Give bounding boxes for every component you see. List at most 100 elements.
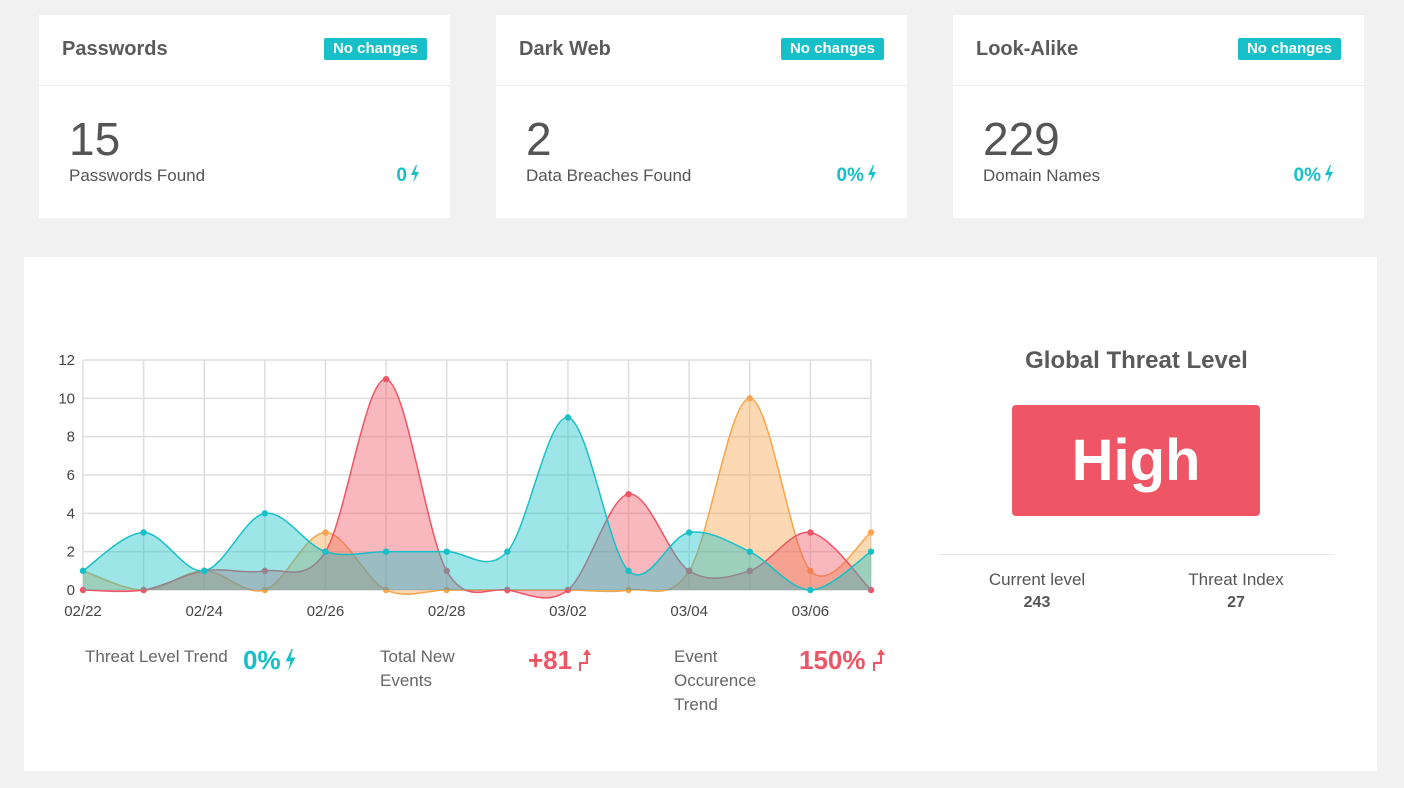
card-title: Dark Web <box>519 38 611 60</box>
data-point <box>261 586 269 594</box>
data-point <box>685 567 693 575</box>
data-point <box>867 586 875 594</box>
metric-label: Threat Index <box>1188 570 1284 589</box>
x-tick-label: 03/04 <box>670 603 708 620</box>
data-point <box>746 395 753 402</box>
y-tick-label: 4 <box>67 505 75 522</box>
status-badge: No changes <box>780 38 884 60</box>
x-tick-label: 03/06 <box>792 603 830 620</box>
delta-value: 0 <box>396 165 407 186</box>
card-header: Look-Alike No changes <box>953 15 1364 86</box>
card-title: Passwords <box>62 38 168 60</box>
card-header: Passwords No changes <box>39 15 450 86</box>
card-value: 15 <box>69 113 121 165</box>
data-point <box>201 567 208 575</box>
card-label: Data Breaches Found <box>526 166 692 185</box>
metric-label: Current level <box>988 570 1086 589</box>
passwords-card[interactable]: Passwords No changes 15 Passwords Found … <box>39 15 450 218</box>
data-point <box>685 529 693 536</box>
threat-level-badge: High <box>1012 405 1260 516</box>
card-delta: 0% <box>837 165 877 187</box>
y-tick-label: 12 <box>58 352 75 369</box>
series-line <box>82 378 872 599</box>
series-area <box>83 398 871 595</box>
occurrence-label: Event Occurence Trend <box>674 647 757 714</box>
threat-title: Global Threat Level <box>1025 347 1248 374</box>
x-tick-label: 02/26 <box>307 603 345 620</box>
card-label: Passwords Found <box>69 166 206 185</box>
series-area <box>83 417 871 590</box>
dark-web-card[interactable]: Dark Web No changes 2 Data Breaches Foun… <box>496 15 907 218</box>
x-tick-label: 03/02 <box>549 603 587 620</box>
data-point <box>504 548 511 555</box>
data-point <box>382 548 390 555</box>
threat-index-metric: Threat Index 27 <box>1136 570 1336 612</box>
data-point <box>443 548 450 555</box>
data-point <box>625 490 632 498</box>
arrow-up-icon <box>872 649 885 671</box>
current-level-metric: Current level 243 <box>937 570 1137 612</box>
look-alike-card[interactable]: Look-Alike No changes 229 Domain Names 0… <box>953 15 1364 218</box>
data-point <box>79 567 87 575</box>
x-tick-label: 02/24 <box>185 603 223 620</box>
card-title: Look-Alike <box>976 38 1079 60</box>
trend-label: Threat Level Trend <box>85 647 228 666</box>
occurrence-number: 150% <box>799 645 866 675</box>
trend-number: 0% <box>243 645 281 675</box>
status-badge: No changes <box>1237 38 1341 60</box>
card-delta: 0 <box>396 165 420 187</box>
data-point <box>746 567 753 575</box>
data-point <box>807 586 814 594</box>
data-point <box>867 529 875 536</box>
data-point <box>807 567 814 575</box>
x-tick-label: 02/22 <box>64 603 102 620</box>
card-header: Dark Web No changes <box>496 15 907 86</box>
lightning-icon <box>411 165 419 183</box>
data-point <box>746 548 753 555</box>
delta-value: 0% <box>1293 165 1321 186</box>
data-point <box>564 586 572 594</box>
events-chart: 0 2 4 6 8 10 12 02/22 02/24 02/26 02/28 03/02 03/04 0… <box>58 352 875 620</box>
data-point <box>322 548 329 555</box>
data-point <box>867 548 875 555</box>
data-point <box>322 529 329 536</box>
events-number: +81 <box>528 645 573 675</box>
x-tick-label: 02/28 <box>428 603 466 620</box>
arrow-up-icon <box>579 649 592 671</box>
data-point <box>504 586 511 594</box>
data-point <box>443 586 450 594</box>
y-tick-label: 8 <box>67 429 75 446</box>
lightning-icon <box>1325 165 1333 183</box>
occurrence-value: 150% <box>799 645 885 676</box>
data-point <box>261 510 269 517</box>
series-area <box>83 379 871 598</box>
data-point <box>382 375 390 383</box>
y-tick-label: 0 <box>67 582 75 599</box>
threat-panel: 0 2 4 6 8 10 12 02/22 02/24 02/26 02/28 03/02 03/04 0… <box>24 257 1377 771</box>
status-badge: No changes <box>323 38 427 60</box>
data-point <box>140 529 147 536</box>
metric-value: 27 <box>1227 594 1245 611</box>
y-tick-label: 6 <box>67 467 75 484</box>
card-label: Domain Names <box>983 166 1101 185</box>
metric-value: 243 <box>1023 594 1051 611</box>
delta-value: 0% <box>836 165 864 186</box>
data-point <box>625 586 632 594</box>
divider <box>939 554 1334 555</box>
card-value: 2 <box>526 113 552 165</box>
lightning-icon <box>285 649 295 671</box>
events-label: Total New Events <box>380 647 455 690</box>
data-point <box>807 529 814 536</box>
data-point <box>564 414 572 421</box>
data-point <box>261 567 269 575</box>
events-value: +81 <box>528 645 592 676</box>
data-point <box>443 567 450 575</box>
card-value: 229 <box>983 113 1060 165</box>
data-point <box>79 586 87 594</box>
trend-value: 0% <box>243 645 297 676</box>
card-delta: 0% <box>1294 165 1334 187</box>
y-tick-label: 2 <box>67 544 75 561</box>
y-tick-label: 10 <box>58 390 75 407</box>
data-point <box>382 586 390 594</box>
data-point <box>625 567 632 575</box>
